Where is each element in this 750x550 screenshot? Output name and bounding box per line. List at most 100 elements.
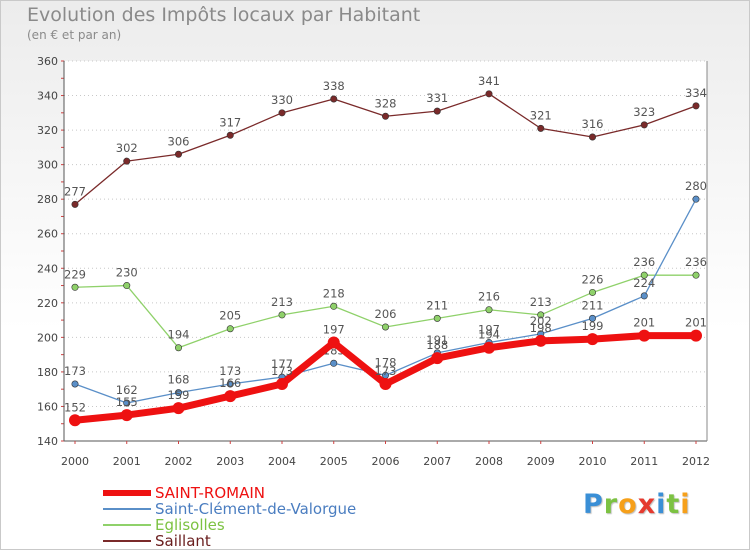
logo-letter-1: r — [603, 489, 619, 520]
point-eglisolles-2008 — [485, 306, 493, 314]
point-saillant-2005 — [330, 95, 338, 103]
data-label-eglisolles-2007: 211 — [426, 298, 448, 312]
x-tick-label-2004: 2004 — [268, 455, 296, 468]
data-label-saint-cl-ment-de-valorgue-2006: 178 — [375, 355, 397, 369]
data-label-saint-romain-2007: 188 — [426, 338, 448, 352]
data-label-saillant-2000: 277 — [64, 184, 86, 198]
logo-letter-2: o — [618, 489, 638, 520]
legend-swatch-eglisolles — [103, 524, 151, 526]
data-label-saint-cl-ment-de-valorgue-2008: 197 — [478, 323, 500, 337]
data-label-saint-cl-ment-de-valorgue-2009: 202 — [530, 314, 552, 328]
legend-swatch-saint-romain — [103, 490, 151, 496]
data-label-saint-romain-2005: 197 — [323, 323, 345, 337]
point-saillant-2002 — [175, 150, 183, 158]
legend-label-saillant: Saillant — [155, 532, 211, 550]
logo-letter-4: i — [656, 489, 667, 520]
point-saint-romain-2009 — [534, 334, 547, 347]
data-label-saint-romain-2009: 198 — [530, 321, 552, 335]
data-label-saint-cl-ment-de-valorgue-2012: 280 — [685, 179, 707, 193]
point-saint-romain-2000 — [69, 414, 81, 427]
point-eglisolles-2012 — [692, 271, 700, 279]
data-label-saillant-2002: 306 — [168, 134, 190, 148]
point-saint-romain-2001 — [120, 409, 133, 422]
point-eglisolles-2003 — [226, 325, 234, 333]
data-label-saint-cl-ment-de-valorgue-2003: 173 — [219, 364, 241, 378]
logo-letter-3: x — [637, 489, 657, 520]
point-saint-cl-ment-de-valorgue-2010 — [588, 314, 596, 322]
proxiti-logo: Proxiti — [583, 489, 691, 520]
data-label-saillant-2004: 330 — [271, 93, 293, 107]
point-saillant-2000 — [71, 200, 79, 208]
legend-label-saint-cl-ment-de-valorgue: Saint-Clément-de-Valorgue — [155, 500, 357, 518]
legend-swatch-saillant — [103, 540, 151, 542]
data-label-eglisolles-2008: 216 — [478, 290, 500, 304]
data-label-saint-romain-2000: 152 — [64, 400, 86, 414]
point-eglisolles-2006 — [381, 323, 389, 331]
data-label-saillant-2007: 331 — [426, 91, 448, 105]
point-eglisolles-2011 — [640, 271, 648, 279]
data-label-eglisolles-2005: 218 — [323, 286, 345, 300]
x-tick-label-2006: 2006 — [372, 455, 400, 468]
x-tick-label-2009: 2009 — [527, 455, 555, 468]
data-label-saillant-2008: 341 — [478, 74, 500, 88]
y-tick-label-140: 140 — [37, 435, 58, 448]
y-tick-label-180: 180 — [37, 366, 58, 379]
y-tick-label-340: 340 — [37, 90, 58, 103]
data-label-eglisolles-2006: 206 — [375, 307, 397, 321]
point-saint-cl-ment-de-valorgue-2005 — [330, 359, 338, 367]
data-label-saint-romain-2003: 166 — [219, 376, 241, 390]
data-label-saillant-2003: 317 — [219, 115, 241, 129]
x-tick-label-2000: 2000 — [61, 455, 89, 468]
data-label-eglisolles-2009: 213 — [530, 295, 552, 309]
x-tick-label-2011: 2011 — [630, 455, 658, 468]
point-saint-cl-ment-de-valorgue-2012 — [692, 195, 700, 203]
point-saillant-2008 — [485, 90, 493, 98]
y-tick-label-280: 280 — [37, 193, 58, 206]
data-label-eglisolles-2000: 229 — [64, 267, 86, 281]
data-label-saint-cl-ment-de-valorgue-2001: 162 — [116, 383, 138, 397]
point-saint-cl-ment-de-valorgue-2001 — [123, 399, 131, 407]
data-label-saint-romain-2010: 199 — [582, 319, 604, 333]
point-saint-cl-ment-de-valorgue-2002 — [175, 389, 183, 397]
data-label-saint-romain-2001: 155 — [116, 395, 138, 409]
point-saint-cl-ment-de-valorgue-2011 — [640, 292, 648, 300]
data-label-saillant-2011: 323 — [633, 105, 655, 119]
y-tick-label-240: 240 — [37, 262, 58, 275]
data-label-saint-cl-ment-de-valorgue-2010: 211 — [582, 298, 604, 312]
data-label-saint-cl-ment-de-valorgue-2002: 168 — [168, 373, 190, 387]
point-saillant-2011 — [640, 121, 648, 129]
point-saillant-2003 — [226, 131, 234, 139]
point-saint-romain-2004 — [276, 378, 288, 390]
point-saint-romain-2005 — [327, 336, 340, 349]
logo-letter-5: t — [666, 489, 681, 520]
point-saillant-2012 — [692, 102, 700, 110]
point-saillant-2001 — [123, 157, 131, 165]
point-saillant-2006 — [381, 112, 389, 120]
point-saint-romain-2011 — [638, 329, 651, 342]
data-label-saillant-2010: 316 — [582, 117, 604, 131]
y-tick-label-220: 220 — [37, 297, 58, 310]
legend-label-eglisolles: Eglisolles — [155, 516, 225, 534]
data-label-saint-cl-ment-de-valorgue-2011: 224 — [633, 276, 655, 290]
point-saint-romain-2002 — [172, 402, 185, 415]
data-label-eglisolles-2011: 236 — [633, 255, 655, 269]
point-eglisolles-2004 — [278, 311, 286, 319]
data-label-saint-romain-2004: 173 — [271, 364, 293, 378]
y-tick-label-300: 300 — [37, 159, 58, 172]
y-tick-label-160: 160 — [37, 400, 58, 413]
x-tick-label-2010: 2010 — [579, 455, 607, 468]
data-label-saint-romain-2006: 173 — [375, 364, 397, 378]
point-saint-cl-ment-de-valorgue-2003 — [226, 380, 234, 388]
x-tick-label-2002: 2002 — [165, 455, 193, 468]
point-saint-romain-2010 — [586, 333, 599, 346]
data-label-saillant-2006: 328 — [375, 96, 397, 110]
point-eglisolles-2007 — [433, 314, 441, 322]
data-label-saillant-2001: 302 — [116, 141, 138, 155]
x-tick-label-2007: 2007 — [423, 455, 451, 468]
logo-letter-6: i — [680, 489, 691, 520]
x-tick-label-2005: 2005 — [320, 455, 348, 468]
data-label-saint-romain-2008: 194 — [478, 328, 500, 342]
x-tick-label-2008: 2008 — [475, 455, 503, 468]
data-label-eglisolles-2003: 205 — [219, 309, 241, 323]
point-eglisolles-2002 — [175, 344, 183, 352]
